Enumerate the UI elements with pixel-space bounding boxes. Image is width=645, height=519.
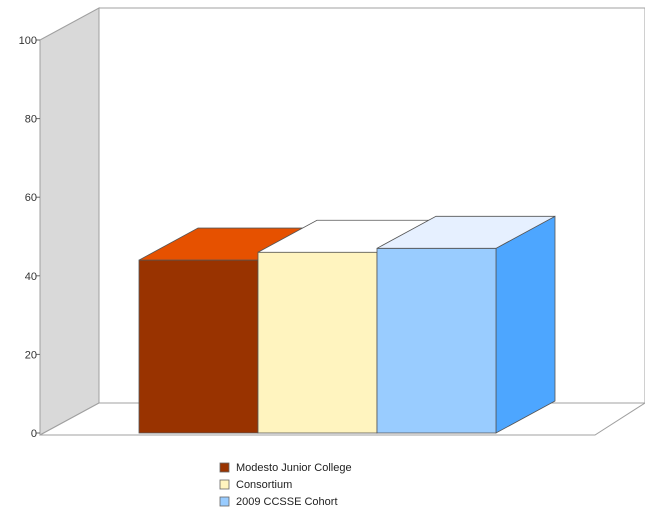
legend: Modesto Junior College Consortium 2009 CCS… [219, 462, 352, 508]
bar-front [257, 251, 378, 434]
y-tick-label: 40 [25, 271, 37, 283]
bar-front [376, 247, 497, 434]
legend-swatch [219, 462, 230, 473]
bar-top [376, 215, 556, 249]
y-tick-label: 20 [25, 349, 37, 361]
bar-side [495, 215, 556, 434]
y-axis: 0 20 40 60 80 100 [19, 35, 40, 440]
legend-label: Modesto Junior College [236, 462, 352, 474]
y-tick-label: 0 [31, 428, 37, 440]
bar-2009-ccsse-cohort [376, 215, 556, 434]
legend-swatch [219, 479, 230, 490]
bars [138, 215, 556, 434]
left-wall [39, 7, 100, 436]
legend-swatch [219, 496, 230, 507]
y-tick-label: 100 [19, 35, 37, 47]
y-tick-label: 80 [25, 114, 37, 126]
legend-label: Consortium [236, 479, 292, 491]
legend-label: 2009 CCSSE Cohort [236, 496, 338, 508]
bar-front [138, 259, 259, 434]
y-tick-label: 60 [25, 192, 37, 204]
